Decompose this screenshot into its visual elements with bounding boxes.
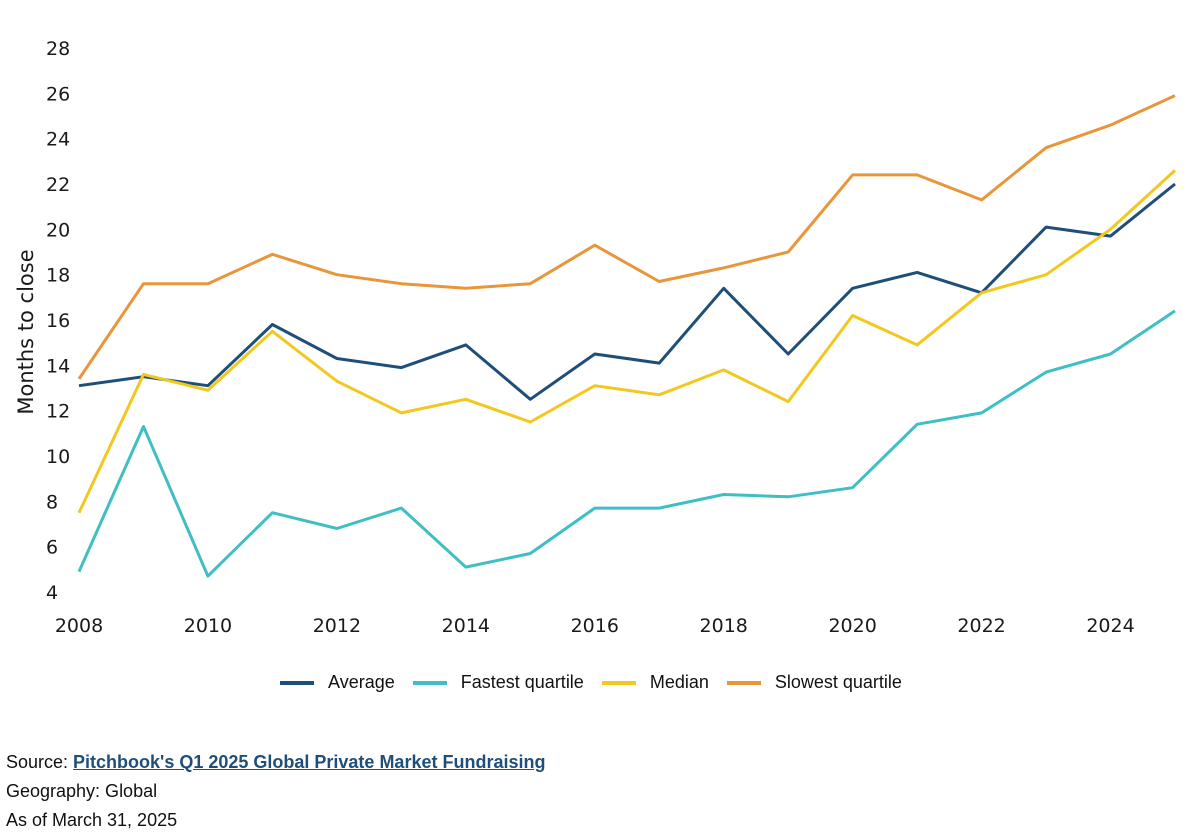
legend-item-average: Average [280,672,395,693]
y-tick-label-6: 6 [46,537,58,559]
series-line-fastest-quartile [77,309,1176,578]
y-tick-label-10: 10 [46,446,70,468]
x-tick-label-2008: 2008 [55,615,103,637]
legend-swatch-slowest-quartile [726,680,761,685]
x-tick-label-2016: 2016 [571,615,619,637]
source-prefix: Source: [6,752,74,772]
source-link[interactable]: Pitchbook's Q1 2025 Global Private Marke… [73,752,546,772]
x-axis-ticks: 2008 2010 2012 2014 2016 2018 2020 2022 2024 [55,615,1135,637]
source-line: Source: Pitchbook's Q1 2025 Global Priva… [6,748,545,777]
x-tick-label-2020: 2020 [828,615,876,637]
as-of-date: As of March 31, 2025 [6,810,178,830]
y-tick-label-12: 12 [46,401,70,423]
series-line-average [78,182,1176,401]
legend-label-average: Average [328,672,395,692]
y-tick-label-22: 22 [46,174,70,196]
y-tick-label-4: 4 [46,582,58,604]
y-tick-label-24: 24 [46,129,70,151]
series-line-slowest-quartile [77,94,1176,380]
legend-item-slowest-quartile: Slowest quartile [726,672,902,693]
series-line-median [77,169,1177,514]
x-tick-label-2014: 2014 [442,615,490,637]
legend-swatch-fastest-quartile [412,680,447,685]
y-tick-label-8: 8 [46,491,58,513]
legend-swatch-median [601,680,636,685]
legend-label-median: Median [649,672,709,692]
series-lines [77,94,1177,578]
chart-legend: Average Fastest quartile Median Slowest … [0,672,1182,693]
y-tick-label-28: 28 [46,38,70,60]
y-tick-label-14: 14 [46,355,70,377]
x-tick-label-2012: 2012 [313,615,361,637]
legend-item-fastest-quartile: Fastest quartile [412,672,584,693]
x-tick-label-2022: 2022 [957,615,1005,637]
x-tick-label-2018: 2018 [700,615,748,637]
y-tick-label-18: 18 [46,265,70,287]
x-tick-label-2024: 2024 [1086,615,1134,637]
legend-item-median: Median [601,672,709,693]
legend-label-slowest-quartile: Slowest quartile [774,672,902,692]
legend-swatch-average [280,680,315,685]
y-tick-label-16: 16 [46,310,70,332]
legend-label-fastest-quartile: Fastest quartile [460,672,584,692]
chart-footer: Source: Pitchbook's Q1 2025 Global Priva… [6,748,545,835]
geography-note: Geography: Global [6,781,158,801]
x-tick-label-2010: 2010 [184,615,232,637]
y-axis-ticks: 4 6 8 10 12 14 16 18 20 22 24 26 28 [46,38,70,604]
y-tick-label-20: 20 [46,219,70,241]
y-tick-label-26: 26 [46,83,70,105]
y-axis-label: Months to close [14,249,38,414]
